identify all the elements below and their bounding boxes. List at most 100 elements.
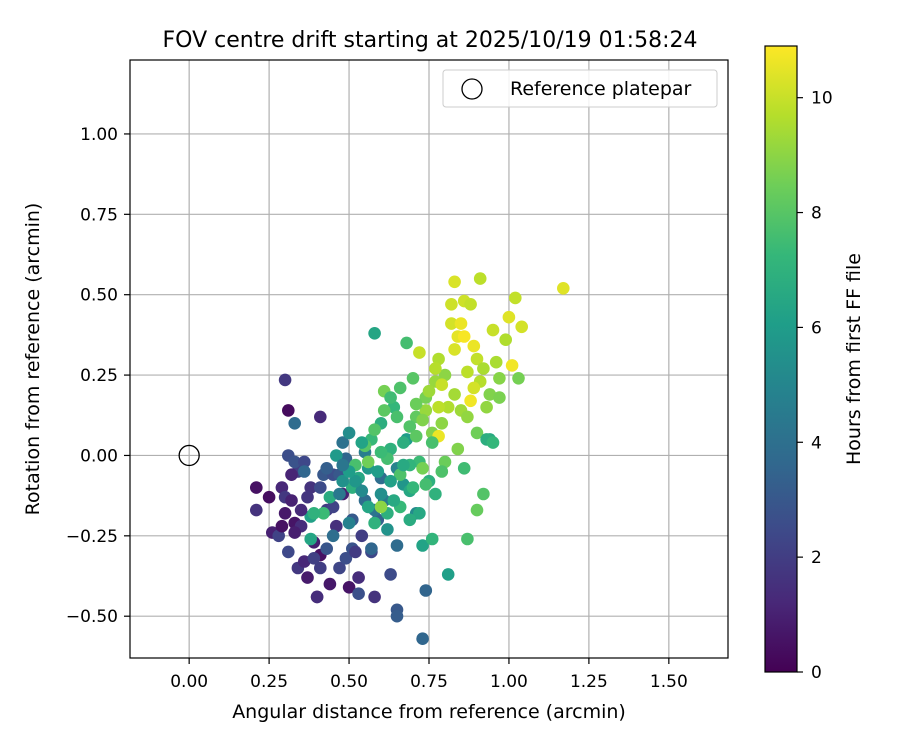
legend-marker-icon xyxy=(461,78,483,100)
data-point xyxy=(416,462,429,475)
data-point xyxy=(441,568,455,581)
data-point xyxy=(435,378,449,392)
data-point xyxy=(384,391,397,404)
data-point xyxy=(451,442,465,456)
data-point xyxy=(477,487,490,501)
data-point xyxy=(326,500,340,514)
data-point xyxy=(486,436,500,449)
data-point xyxy=(381,523,394,536)
data-point xyxy=(467,339,481,353)
data-point xyxy=(493,372,506,385)
data-point xyxy=(365,542,378,555)
plot-area-frame xyxy=(129,59,729,659)
data-points xyxy=(249,272,570,645)
data-point xyxy=(288,526,302,539)
data-point xyxy=(445,317,458,330)
data-point xyxy=(384,442,397,456)
data-point xyxy=(480,400,493,414)
data-point xyxy=(435,417,449,430)
data-point xyxy=(330,449,343,462)
data-point xyxy=(249,481,263,494)
data-point xyxy=(438,368,452,382)
data-point xyxy=(275,481,289,494)
data-point xyxy=(457,462,471,475)
data-point xyxy=(342,426,356,440)
data-point xyxy=(317,507,330,520)
data-point xyxy=(419,584,433,597)
data-point xyxy=(285,494,298,507)
x-tick-label: 0.00 xyxy=(170,672,208,692)
data-point xyxy=(448,388,461,401)
data-point xyxy=(368,590,381,604)
data-point xyxy=(352,571,365,584)
legend-box xyxy=(442,69,718,108)
colorbar-tick-label: 6 xyxy=(811,318,822,338)
data-point xyxy=(349,545,362,559)
x-tick-label: 0.75 xyxy=(410,672,448,692)
data-point xyxy=(416,632,429,645)
y-tick-label: 0.75 xyxy=(80,205,118,225)
y-tick-label: 0.00 xyxy=(80,446,118,466)
data-point xyxy=(403,420,417,433)
data-point xyxy=(278,507,292,520)
data-point xyxy=(278,373,292,387)
data-point xyxy=(314,561,327,575)
data-point xyxy=(432,400,445,414)
data-point xyxy=(320,542,334,555)
data-point xyxy=(285,468,298,482)
data-point xyxy=(298,465,311,478)
data-point xyxy=(377,404,391,417)
data-point xyxy=(429,362,442,375)
data-point xyxy=(400,336,413,350)
data-point xyxy=(314,481,327,494)
colorbar-tick-label: 8 xyxy=(811,204,822,224)
y-axis-label: Rotation from reference (arcmin) xyxy=(22,203,44,516)
data-point xyxy=(298,555,311,568)
reference-platepar-marker xyxy=(178,444,200,467)
colorbar-tick-label: 4 xyxy=(811,433,822,453)
data-point xyxy=(342,516,356,530)
legend-label: Reference platepar xyxy=(510,78,692,100)
colorbar-tick-label: 2 xyxy=(811,548,822,568)
data-point xyxy=(409,429,423,443)
data-point xyxy=(454,317,468,330)
data-point xyxy=(304,532,318,546)
data-point xyxy=(314,410,327,424)
data-point xyxy=(470,426,484,440)
data-point xyxy=(355,529,369,543)
x-axis-label: Angular distance from reference (arcmin) xyxy=(232,701,626,723)
data-point xyxy=(432,352,445,366)
x-tick-label: 0.25 xyxy=(250,672,288,692)
data-point xyxy=(275,519,289,533)
data-point xyxy=(390,410,404,424)
data-point xyxy=(374,487,388,501)
data-point xyxy=(288,455,302,469)
chart-title: FOV centre drift starting at 2025/10/19 … xyxy=(163,28,698,53)
colorbar-tick-label: 10 xyxy=(811,89,833,109)
data-point xyxy=(294,503,308,517)
data-point xyxy=(262,490,276,504)
data-point xyxy=(330,519,343,533)
data-point xyxy=(448,275,461,289)
data-point xyxy=(333,487,346,501)
data-point xyxy=(505,359,519,372)
data-point xyxy=(301,490,314,504)
data-point xyxy=(429,487,442,501)
data-point xyxy=(448,343,461,356)
data-point xyxy=(515,320,528,334)
data-point xyxy=(371,465,385,478)
colorbar-ticks: 0 2 4 6 8 10 xyxy=(797,89,833,683)
data-point xyxy=(390,609,404,623)
data-point xyxy=(409,397,423,411)
data-point xyxy=(301,571,314,584)
data-point xyxy=(390,539,404,552)
data-point xyxy=(441,400,455,414)
data-point xyxy=(477,362,490,375)
data-point xyxy=(502,310,516,324)
data-point xyxy=(489,355,503,369)
data-point xyxy=(288,417,302,430)
data-point xyxy=(387,400,401,414)
data-point xyxy=(461,365,474,379)
x-tick-label: 0.50 xyxy=(330,672,368,692)
